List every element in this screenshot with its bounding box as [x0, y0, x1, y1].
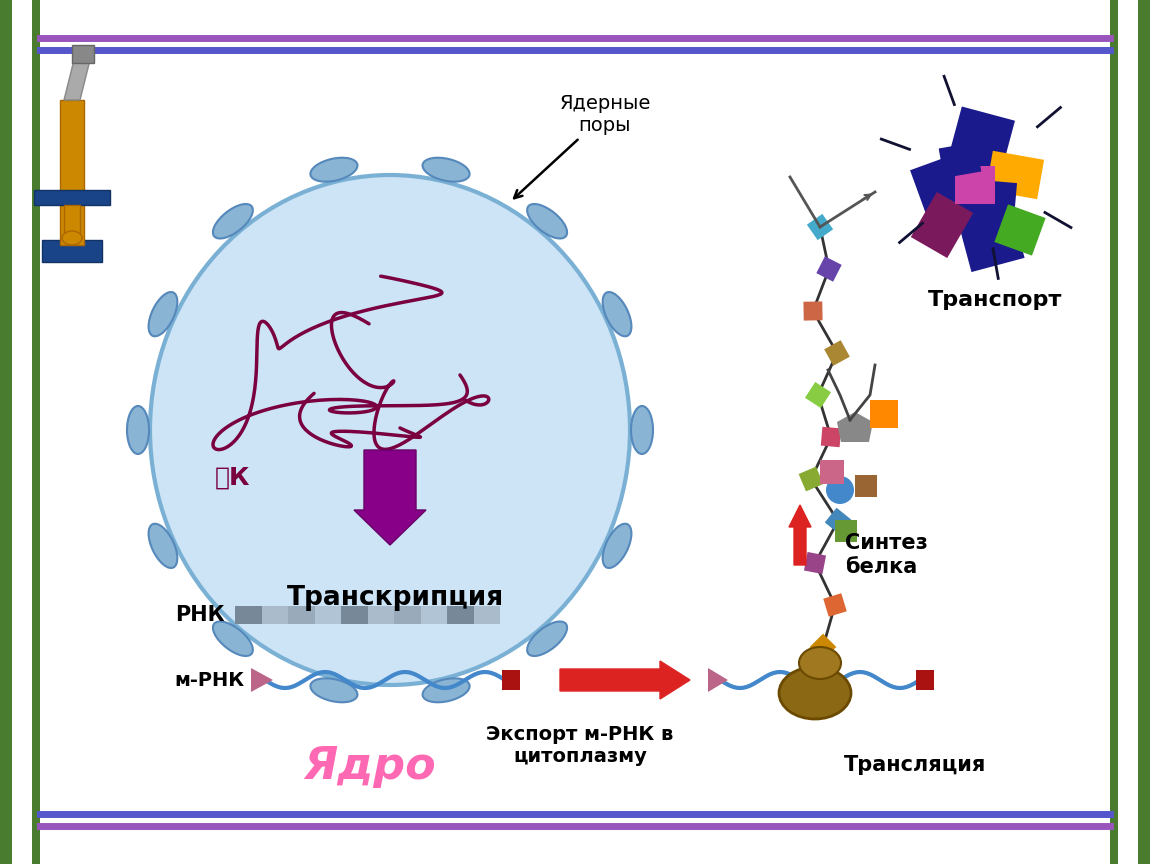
Polygon shape — [956, 198, 1025, 272]
Bar — [854, 475, 877, 497]
Text: Синтез
белка: Синтез белка — [845, 533, 928, 576]
Polygon shape — [251, 668, 273, 692]
Bar — [60, 100, 84, 245]
Polygon shape — [798, 467, 823, 492]
Bar — [314, 606, 342, 624]
Polygon shape — [816, 257, 842, 282]
Text: м-РНК: м-РНК — [175, 670, 245, 689]
Ellipse shape — [62, 231, 82, 245]
FancyArrow shape — [560, 661, 690, 699]
Bar — [368, 606, 394, 624]
Polygon shape — [64, 60, 90, 100]
Text: Экспорт м-РНК в
цитоплазму: Экспорт м-РНК в цитоплазму — [486, 725, 674, 766]
Bar — [0, 0, 40, 864]
Bar — [64, 205, 81, 235]
Text: Ядро: Ядро — [304, 745, 436, 788]
Ellipse shape — [603, 292, 631, 336]
Polygon shape — [807, 214, 833, 240]
Bar — [447, 606, 474, 624]
Bar — [421, 606, 447, 624]
Ellipse shape — [213, 204, 253, 238]
Polygon shape — [804, 552, 826, 574]
Text: Трансляция: Трансляция — [844, 755, 987, 775]
Ellipse shape — [527, 621, 567, 656]
Text: Транскрипция: Транскрипция — [286, 585, 504, 611]
Polygon shape — [986, 151, 1044, 200]
Polygon shape — [837, 412, 873, 442]
Bar — [342, 606, 368, 624]
Ellipse shape — [603, 524, 631, 568]
Bar — [235, 606, 261, 624]
FancyArrow shape — [789, 505, 811, 565]
Ellipse shape — [126, 406, 150, 454]
Bar — [1118, 0, 1138, 864]
Polygon shape — [995, 205, 1045, 256]
Polygon shape — [825, 508, 851, 534]
Polygon shape — [823, 594, 846, 617]
Bar — [474, 606, 500, 624]
Polygon shape — [954, 166, 995, 204]
Ellipse shape — [310, 158, 358, 181]
Text: 䅍К: 䅍К — [215, 466, 251, 490]
Bar — [917, 670, 934, 690]
Polygon shape — [805, 382, 831, 408]
Polygon shape — [938, 142, 981, 178]
Text: РНК: РНК — [175, 605, 225, 625]
Bar — [835, 520, 857, 542]
Ellipse shape — [631, 406, 653, 454]
Bar — [1110, 0, 1150, 864]
Ellipse shape — [310, 678, 358, 702]
Bar — [261, 606, 288, 624]
Polygon shape — [821, 427, 841, 448]
Polygon shape — [943, 177, 1017, 233]
Bar — [72, 45, 94, 63]
Ellipse shape — [799, 647, 841, 679]
Polygon shape — [910, 148, 990, 222]
Polygon shape — [945, 106, 1015, 183]
Ellipse shape — [422, 158, 469, 181]
Polygon shape — [708, 668, 728, 692]
Ellipse shape — [148, 292, 177, 336]
Bar — [34, 190, 110, 205]
Ellipse shape — [213, 621, 253, 656]
Ellipse shape — [527, 204, 567, 238]
Polygon shape — [804, 302, 822, 321]
Bar — [820, 460, 844, 484]
Text: Транспорт: Транспорт — [928, 290, 1063, 310]
Ellipse shape — [779, 667, 851, 719]
Polygon shape — [825, 340, 850, 365]
Bar — [12, 0, 32, 864]
Polygon shape — [911, 192, 973, 258]
Ellipse shape — [148, 524, 177, 568]
Bar — [394, 606, 421, 624]
FancyArrow shape — [354, 450, 426, 545]
Polygon shape — [810, 633, 836, 660]
Bar — [503, 670, 520, 690]
Ellipse shape — [150, 175, 630, 685]
Text: Ядерные
поры: Ядерные поры — [514, 94, 651, 198]
Bar — [288, 606, 314, 624]
Circle shape — [826, 476, 854, 504]
Bar — [871, 400, 898, 428]
Ellipse shape — [422, 678, 469, 702]
Bar — [43, 240, 102, 262]
